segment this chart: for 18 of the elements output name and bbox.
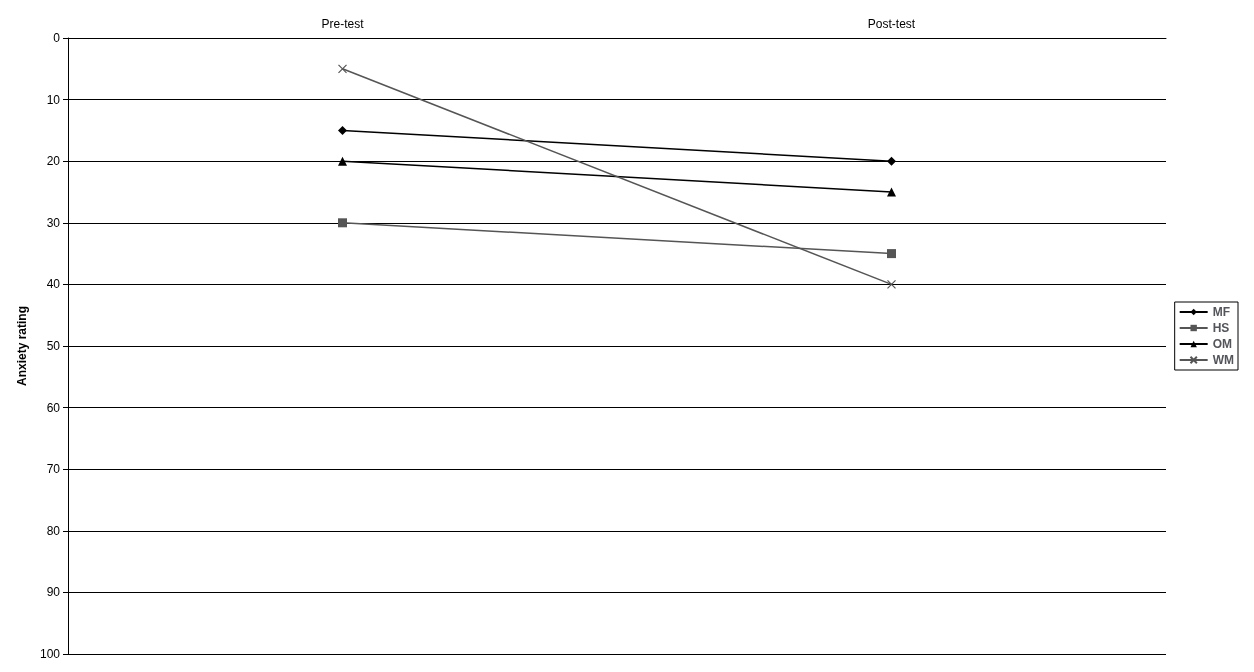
legend-label: HS [1212,321,1230,335]
y-tick-label: 100 [39,647,61,661]
x-tick-label: Post-test [867,17,916,31]
y-tick-label: 40 [46,277,61,292]
y-tick-label: 90 [46,585,61,600]
legend-label: WM [1212,353,1235,367]
y-tick-label: 30 [46,215,61,230]
y-tick-label: 80 [46,523,61,538]
x-tick-label: Pre-test [321,17,365,31]
y-tick-label: 60 [46,400,61,415]
y-tick-label: 50 [46,339,61,353]
legend-label: OM [1212,337,1233,351]
y-tick-label: 0 [53,31,61,45]
y-axis-title: Anxiety rating [15,305,29,387]
legend-label: MF [1212,305,1231,319]
y-tick-label: 10 [46,92,61,107]
y-tick-label: 20 [46,154,61,169]
y-tick-label: 70 [46,462,61,477]
